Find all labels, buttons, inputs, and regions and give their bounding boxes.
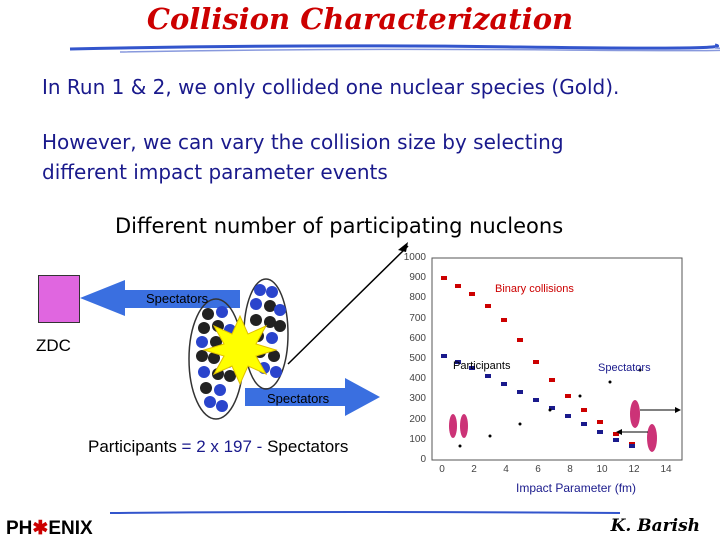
- participants-marker: [517, 390, 523, 394]
- binary-marker: [597, 420, 603, 424]
- impact-parameter-line-1: However, we can vary the collision size …: [42, 130, 564, 154]
- binary-marker: [581, 408, 587, 412]
- plot-x-axis-label: Impact Parameter (fm): [516, 481, 637, 495]
- participants-marker: [441, 354, 447, 358]
- slide-title: Collision Characterization: [146, 2, 574, 36]
- spectators-marker: [608, 380, 612, 384]
- y-tick-label: 300: [409, 393, 426, 405]
- participants-marker: [485, 374, 491, 378]
- title-underline: [69, 43, 720, 53]
- participants-formula: Participants = 2 x 197 - Spectators: [88, 437, 348, 457]
- participants-marker: [629, 444, 635, 448]
- x-tick-label: 0: [439, 464, 445, 475]
- nucleus-sketch-left-a: [449, 414, 457, 438]
- participants-marker: [565, 414, 571, 418]
- x-tick-label: 2: [471, 464, 477, 475]
- spectators-plot-label: Spectators: [598, 362, 651, 374]
- participants-marker: [469, 366, 475, 370]
- nucleons-right: [250, 284, 286, 378]
- author-signature: K. Barish: [610, 516, 700, 536]
- x-tick-label: 10: [596, 464, 608, 475]
- spectators-marker: [458, 444, 462, 448]
- logo-left-text: PH: [6, 518, 33, 539]
- spectators-marker: [578, 394, 582, 398]
- x-tick-label: 4: [503, 464, 509, 475]
- intro-text: In Run 1 & 2, we only collided one nucle…: [42, 75, 620, 99]
- y-tick-label: 900: [409, 272, 426, 284]
- binary-marker: [501, 318, 507, 322]
- formula-participants: Participants: [88, 437, 182, 456]
- y-tick-label: 800: [409, 292, 426, 304]
- spectators-left-arrow: [80, 280, 240, 316]
- nucleus-sketch-left-b: [460, 414, 468, 438]
- binary-marker: [485, 304, 491, 308]
- phenix-logo: PH✱ENIX: [6, 517, 93, 540]
- y-tick-label: 0: [420, 454, 426, 465]
- nucleus-sketch-right-b: [647, 424, 657, 452]
- y-tick-label: 600: [409, 332, 426, 344]
- spectators-marker: [638, 368, 642, 372]
- binary-collisions-label: Binary collisions: [495, 283, 574, 295]
- impact-parameter-text: However, we can vary the collision size …: [42, 127, 564, 187]
- formula-spectators: Spectators: [267, 437, 349, 456]
- spectators-marker: [518, 422, 522, 426]
- y-tick-label: 1000: [403, 252, 426, 263]
- binary-marker: [441, 276, 447, 280]
- binary-marker: [549, 378, 555, 382]
- x-tick-label: 6: [535, 464, 541, 475]
- pointer-line: [287, 242, 409, 365]
- participants-marker: [597, 430, 603, 434]
- impact-parameter-line-2: different impact parameter events: [42, 160, 388, 184]
- participants-marker: [501, 382, 507, 386]
- participants-label: Participants: [453, 360, 511, 372]
- footer-line: [109, 511, 621, 514]
- x-tick-label: 12: [628, 464, 640, 475]
- participants-marker: [533, 398, 539, 402]
- logo-right-text: ENIX: [48, 518, 93, 539]
- participating-nucleons-text: Different number of participating nucleo…: [115, 214, 564, 238]
- spectators-marker: [488, 434, 492, 438]
- y-tick-label: 100: [409, 433, 426, 445]
- binary-marker: [533, 360, 539, 364]
- participants-marker: [613, 438, 619, 442]
- binary-marker: [517, 338, 523, 342]
- y-tick-label: 700: [409, 312, 426, 324]
- collision-diagram: [80, 278, 380, 420]
- formula-equation: = 2 x 197 -: [181, 437, 268, 456]
- spectators-bottom-label: Spectators: [267, 391, 330, 406]
- binary-marker: [613, 432, 619, 436]
- participants-marker: [455, 360, 461, 364]
- x-tick-label: 14: [660, 464, 672, 475]
- spectators-marker: [548, 408, 552, 412]
- y-tick-label: 200: [409, 413, 426, 425]
- spectators-left-label: Spectators: [146, 291, 209, 306]
- plot-frame: [431, 257, 683, 461]
- collision-burst: [202, 314, 278, 386]
- binary-marker: [565, 394, 571, 398]
- participants-marker: [549, 406, 555, 410]
- logo-star-icon: ✱: [32, 518, 49, 539]
- participants-marker: [581, 422, 587, 426]
- zdc-label: ZDC: [36, 336, 71, 355]
- zdc-detector: [38, 275, 80, 323]
- y-tick-label: 500: [409, 353, 426, 364]
- binary-marker: [455, 284, 461, 288]
- binary-marker: [469, 292, 475, 296]
- spectators-bottom-arrow: [245, 378, 380, 416]
- impact-parameter-plot: [431, 257, 683, 461]
- y-tick-label: 400: [409, 373, 426, 385]
- nucleus-sketch-right-a: [630, 400, 640, 428]
- x-tick-label: 8: [567, 464, 573, 475]
